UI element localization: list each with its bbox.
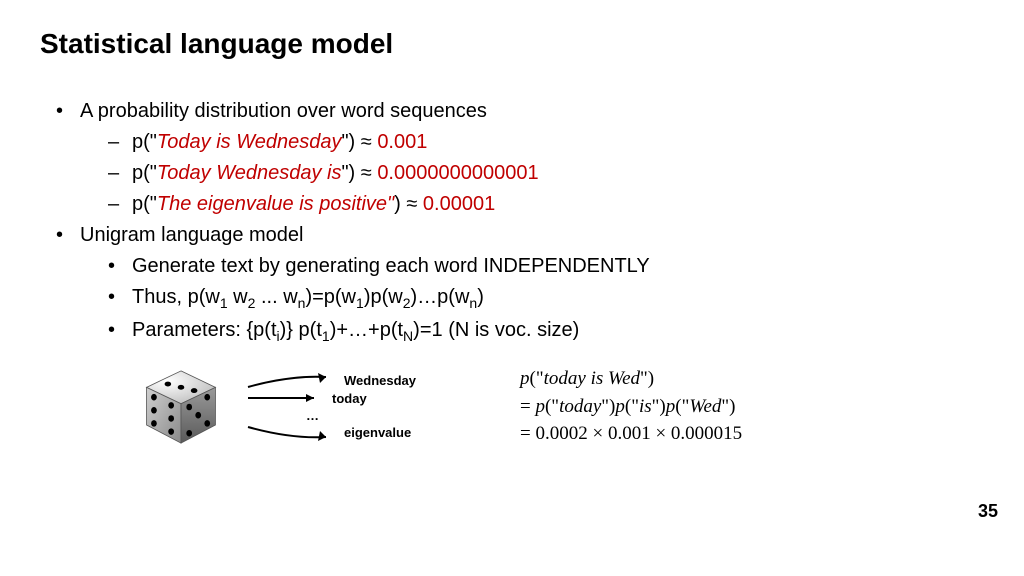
arrow-row: Wednesday [246,373,416,389]
eq: (" [530,368,544,389]
eq: (" [675,396,689,417]
arrow-label: eigenvalue [344,425,411,440]
eq: (" [545,396,559,417]
prob-value: 0.001 [377,131,427,153]
equation-line: = p("today")p("is")p("Wed") [520,393,742,421]
sub-bullet: Generate text by generating each word IN… [108,251,984,282]
arrow-icon [246,373,336,389]
eq: is [639,396,652,417]
equation-line: = 0.0002 × 0.001 × 0.000015 [520,420,742,448]
formula-text: Parameters: {p(t [132,319,277,341]
arrow-label: today [332,391,367,406]
ellipsis: … [246,408,416,423]
phrase: Today Wednesday is [157,162,342,184]
bullet-list: A probability distribution over word seq… [40,96,984,347]
equation-block: p("today is Wed") = p("today")p("is")p("… [520,365,742,448]
eq: (" [625,396,639,417]
arrow-row: eigenvalue [246,425,416,441]
subscript: 1 [220,295,228,311]
eq: ") [721,396,735,417]
formula-text: )=1 (N is voc. size) [413,319,579,341]
formula-text: )p(w [364,286,403,308]
formula-text: )…p(w [411,286,470,308]
formula-text: w [228,286,248,308]
eq: ") [640,368,654,389]
eq: Wed [689,396,721,417]
eq: today [559,396,601,417]
dash-item: p("Today is Wednesday") ≈ 0.001 [108,127,984,158]
subscript: 2 [403,295,411,311]
arrow-labels: Wednesday today … eigenvalue [246,373,416,441]
prob-mid: ") ≈ [341,162,377,184]
formula-text: )+…+p(t [330,319,403,341]
arrow-icon [246,425,336,441]
prob-mid: ) ≈ [394,193,423,215]
eq: p [666,396,676,417]
prob-prefix: p(" [132,131,157,153]
formula-text: ... w [255,286,297,308]
prob-value: 0.00001 [423,193,495,215]
arrow-icon [246,392,324,404]
formula-text: Thus, p(w [132,286,220,308]
bullet-text: A probability distribution over word seq… [80,100,487,122]
dash-item: p("Today Wednesday is") ≈ 0.000000000000… [108,158,984,189]
bullet-item: Unigram language model Generate text by … [52,220,984,347]
bullet-item: A probability distribution over word seq… [52,96,984,220]
eq: p [535,396,545,417]
subscript: 1 [322,328,330,344]
eq: today is Wed [544,368,640,389]
arrow-row: today [246,391,416,406]
page-number: 35 [978,501,998,522]
sub-bullet: Thus, p(w1 w2 ... wn)=p(w1)p(w2)…p(wn) [108,282,984,315]
dash-item: p("The eigenvalue is positive") ≈ 0.0000… [108,189,984,220]
formula-text: )} p(t [280,319,322,341]
arrow-label: Wednesday [344,373,416,388]
eq: = [520,396,535,417]
sub-bullet: Parameters: {p(ti)} p(t1)+…+p(tN)=1 (N i… [108,315,984,348]
eq: ") [652,396,666,417]
prob-prefix: p(" [132,162,157,184]
dice-icon [140,366,222,448]
formula-text: )=p(w [305,286,356,308]
eq: p [520,368,530,389]
equation-line: p("today is Wed") [520,365,742,393]
prob-mid: ") ≈ [341,131,377,153]
illustration-row: Wednesday today … eigenvalue p("today is… [40,365,984,448]
slide-title: Statistical language model [40,28,984,60]
formula-text: ) [477,286,484,308]
subscript: 1 [356,295,364,311]
subscript: N [403,328,413,344]
eq: ") [601,396,615,417]
prob-value: 0.0000000000001 [377,162,538,184]
bullet-text: Unigram language model [80,224,303,246]
eq: p [615,396,625,417]
phrase: The eigenvalue is positive [157,193,387,215]
phrase: Today is Wednesday [157,131,342,153]
prob-prefix: p(" [132,193,157,215]
